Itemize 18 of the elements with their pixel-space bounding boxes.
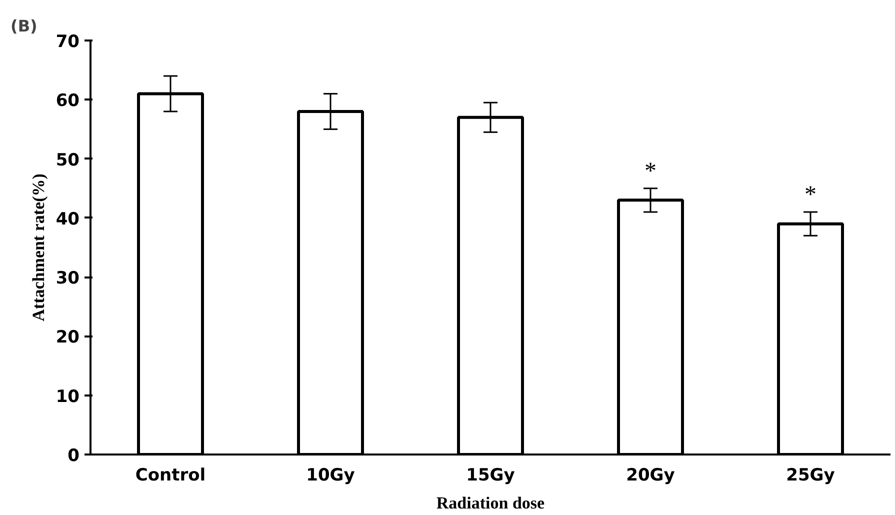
annotation: * <box>804 182 816 208</box>
x-tick-label: 20Gy <box>626 466 675 486</box>
y-tick-label: 0 <box>68 446 80 466</box>
y-tick-label: 10 <box>56 386 80 407</box>
x-axis-title: Radiation dose <box>436 494 546 512</box>
y-tick-label: 20 <box>56 328 80 348</box>
y-tick-label: 70 <box>56 32 80 52</box>
y-tick-label: 60 <box>56 91 80 112</box>
x-tick-label: Control <box>135 466 206 486</box>
annotation: * <box>644 158 656 184</box>
y-tick-label: 50 <box>56 150 80 170</box>
y-tick-label: 30 <box>56 268 80 289</box>
chart-title: (B) <box>10 16 38 36</box>
x-tick-label: 10Gy <box>306 466 355 486</box>
x-tick-label: 25Gy <box>786 466 835 486</box>
x-tick-label: 15Gy <box>466 466 515 486</box>
y-axis-title: Attachment rate(%) <box>28 174 48 322</box>
y-tick-label: 40 <box>56 209 80 230</box>
